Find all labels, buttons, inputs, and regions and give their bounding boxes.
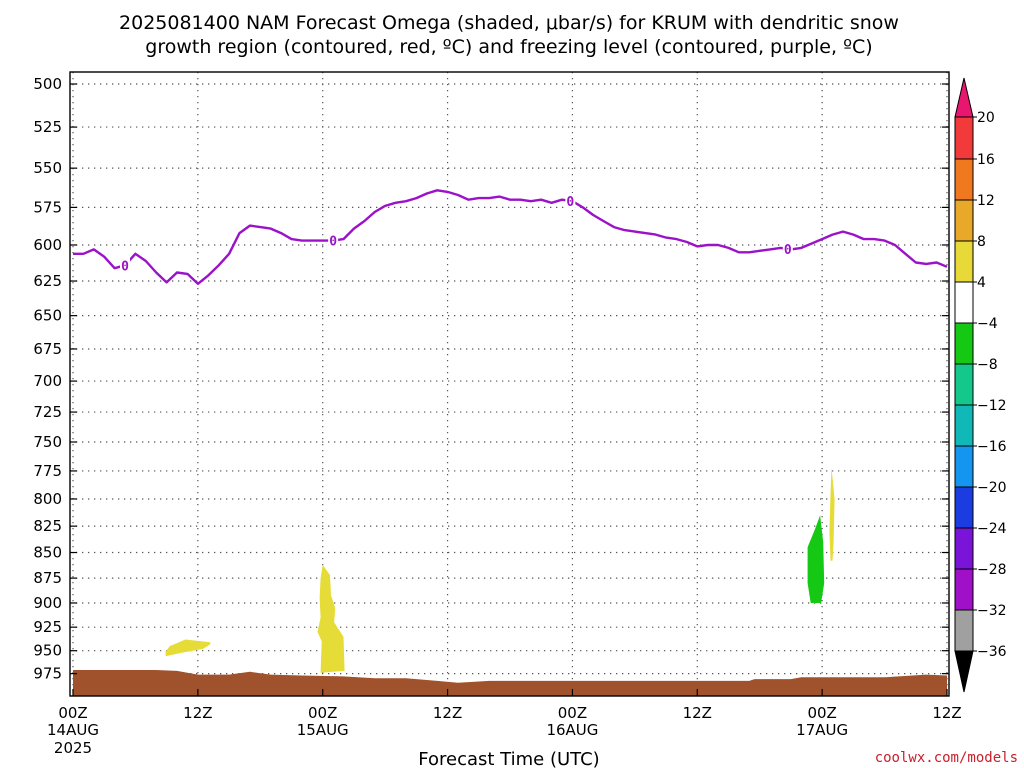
x-tick-label-24: 00Z xyxy=(308,704,337,722)
y-tick-label-750: 750 xyxy=(33,433,62,451)
omega-region-1 xyxy=(165,639,211,657)
freezing-level-label-3: 0 xyxy=(566,195,574,210)
y-tick-label-525: 525 xyxy=(33,118,62,136)
y-tick-label-725: 725 xyxy=(33,403,62,421)
freezing-level-line xyxy=(73,189,948,285)
freezing-label-bg-1 xyxy=(120,257,131,273)
y-tick-label-875: 875 xyxy=(33,569,62,587)
colorbar-swatch-7 xyxy=(954,322,974,365)
colorbar-swatch-1 xyxy=(954,77,974,118)
colorbar-swatch-13 xyxy=(954,568,974,611)
colorbar-label-8: −12 xyxy=(977,398,1007,414)
colorbar-label-5: 4 xyxy=(977,275,986,291)
y-tick-label-675: 675 xyxy=(33,340,62,358)
x-tick-label-12: 12Z xyxy=(183,704,212,722)
plot-frame xyxy=(69,71,950,697)
y-tick-label-500: 500 xyxy=(33,75,62,93)
y-tick-label-550: 550 xyxy=(33,159,62,177)
freezing-label-bg-2 xyxy=(328,232,339,248)
y-tick-label-975: 975 xyxy=(33,665,62,683)
terrain xyxy=(73,670,947,696)
omega-region-2 xyxy=(317,564,345,673)
colorbar-label-1: 20 xyxy=(977,110,995,126)
colorbar-swatch-10 xyxy=(954,445,974,488)
x-tick-label-84: 12Z xyxy=(932,704,961,722)
colorbar-label-6: −4 xyxy=(977,316,998,332)
y-tick-label-650: 650 xyxy=(33,307,62,325)
colorbar-swatch-4 xyxy=(954,199,974,242)
colorbar-label-12: −28 xyxy=(977,562,1007,578)
x-tick-label-48: 00Z xyxy=(558,704,587,722)
colorbar-swatch-12 xyxy=(954,527,974,570)
y-tick-label-850: 850 xyxy=(33,544,62,562)
colorbar-label-13: −32 xyxy=(977,603,1007,619)
x-tick-label-60: 12Z xyxy=(683,704,712,722)
colorbar-label-11: −24 xyxy=(977,521,1007,537)
y-tick-label-900: 900 xyxy=(33,594,62,612)
plot-background xyxy=(70,72,949,696)
grid xyxy=(70,72,949,696)
colorbar-swatch-14 xyxy=(954,609,974,652)
colorbar-label-14: −36 xyxy=(977,644,1007,660)
x-tick-label-0: 00Z xyxy=(58,704,87,722)
x-tick-sublabel-72: 17AUG xyxy=(796,721,848,739)
colorbar-swatch-5 xyxy=(954,240,974,283)
colorbar-swatch-11 xyxy=(954,486,974,529)
colorbar-swatch-8 xyxy=(954,363,974,406)
colorbar-label-7: −8 xyxy=(977,357,998,373)
colorbar-swatch-15 xyxy=(954,650,974,693)
y-tick-label-925: 925 xyxy=(33,618,62,636)
freezing-level: 0 0 0 0 xyxy=(73,189,948,285)
freezing-level-label-4: 0 xyxy=(784,243,792,258)
colorbar-swatch-2 xyxy=(954,116,974,160)
x-tick-label-72: 00Z xyxy=(807,704,836,722)
y-tick-label-600: 600 xyxy=(33,236,62,254)
freezing-label-bg-3 xyxy=(565,192,576,208)
colorbar-swatch-3 xyxy=(954,158,974,201)
colorbar-label-10: −20 xyxy=(977,480,1007,496)
y-tick-label-575: 575 xyxy=(33,198,62,216)
freezing-level-label-1: 0 xyxy=(121,259,129,274)
x-tick-sublabel-24: 15AUG xyxy=(297,721,349,739)
freezing-label-bg-4 xyxy=(782,240,793,256)
y-tick-label-625: 625 xyxy=(33,272,62,290)
x-tick-sublabel-48: 16AUG xyxy=(546,721,598,739)
y-tick-label-825: 825 xyxy=(33,517,62,535)
colorbar-label-3: 12 xyxy=(977,193,995,209)
omega-region-4 xyxy=(829,467,835,561)
colorbar-swatch-6 xyxy=(954,281,974,324)
credit-text: coolwx.com/models xyxy=(875,750,1018,766)
colorbar-label-4: 8 xyxy=(977,234,986,250)
colorbar-label-9: −16 xyxy=(977,439,1007,455)
omega-shading xyxy=(165,467,835,673)
x-tick-label-36: 12Z xyxy=(433,704,462,722)
chart-title-line2: growth region (contoured, red, ºC) and f… xyxy=(145,36,872,58)
y-tick-label-775: 775 xyxy=(33,462,62,480)
y-tick-label-800: 800 xyxy=(33,490,62,508)
terrain-surface xyxy=(73,670,947,696)
x-axis-title: Forecast Time (UTC) xyxy=(418,749,599,768)
colorbar-label-2: 16 xyxy=(977,152,995,168)
omega-region-3 xyxy=(807,515,825,603)
colorbar-swatch-9 xyxy=(954,404,974,447)
chart-title-line1: 2025081400 NAM Forecast Omega (shaded, μ… xyxy=(119,12,899,34)
x-tick-sublabel-0: 14AUG xyxy=(47,721,99,739)
x-tick-sublabel2-0: 2025 xyxy=(54,739,92,757)
y-tick-label-700: 700 xyxy=(33,372,62,390)
y-tick-label-950: 950 xyxy=(33,642,62,660)
colorbar: 20 16 12 8 4 −4 −8 −12 −16 −20 −24 −28 −32 −36 xyxy=(954,77,1007,693)
y-axis: 500 525 550 575 600 625 650 675 700 725 750 775 800 8… xyxy=(33,75,949,683)
freezing-level-label-2: 0 xyxy=(329,235,337,250)
